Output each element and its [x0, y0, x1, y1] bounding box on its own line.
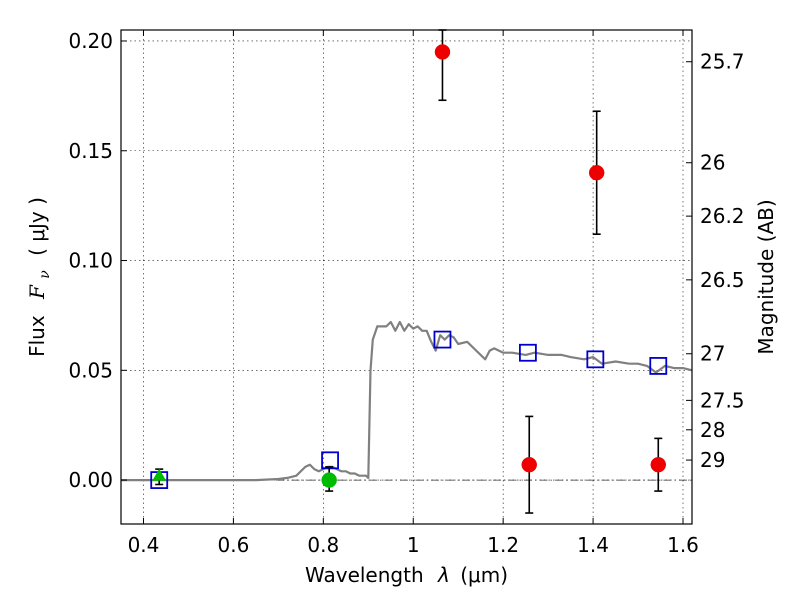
x-tick-label: 1	[407, 533, 420, 557]
x-tick-label: 0.6	[217, 533, 249, 557]
y-tick-label: 0.00	[68, 468, 113, 492]
y-tick-label: 0.05	[68, 358, 113, 382]
x-tick-label: 0.4	[128, 533, 160, 557]
plot-frame	[120, 29, 693, 525]
x-tick-label: 1.2	[487, 533, 519, 557]
photometry-point	[588, 164, 605, 181]
series-layer	[121, 29, 693, 514]
y2-tick-label: 29	[700, 448, 725, 472]
y2-tick-label: 26.5	[700, 268, 745, 292]
model-band-square	[649, 357, 668, 375]
photometry-point	[321, 472, 337, 488]
model-spectrum-line	[121, 320, 693, 482]
y-axis-title-subscript: ν	[37, 270, 53, 279]
y-axis-title: Flux F ν ( μJy )	[25, 197, 54, 357]
x-axis-title-symbol: λ	[437, 563, 450, 587]
grid-layer	[121, 30, 692, 524]
y-axis-title-prefix: Flux	[25, 315, 49, 357]
model-band-square	[433, 330, 452, 349]
y-tick-label: 0.10	[68, 249, 113, 273]
y2-tick-label: 26.2	[700, 204, 745, 228]
ticks-layer: 0.4 0.6 0.8 1 1.2 1.4 1.6 0.00 0.05 0.10 0.15 0.20 2…	[68, 29, 744, 557]
photometry-point	[434, 44, 451, 60]
y-axis-title-unit: ( μJy )	[25, 197, 49, 256]
x-axis-title-prefix: Wavelength	[305, 563, 424, 587]
model-band-square	[321, 451, 339, 470]
y2-axis-title: Magnitude (AB)	[754, 199, 778, 354]
x-axis-title: Wavelength λ (μm)	[305, 563, 508, 587]
y2-tick-label: 28	[700, 418, 725, 442]
x-tick-label: 1.4	[577, 533, 609, 557]
x-tick-label: 1.6	[667, 533, 699, 557]
photometry-point	[521, 456, 537, 473]
y2-tick-label: 27	[700, 342, 725, 366]
x-axis-title-unit: (μm)	[460, 563, 508, 587]
x-tick-label: 0.8	[307, 533, 339, 557]
y2-tick-label: 26	[700, 151, 725, 175]
photometry-point	[650, 456, 667, 473]
photometry-triangle	[152, 468, 167, 481]
y-tick-label: 0.20	[68, 29, 113, 53]
model-band-square	[586, 350, 605, 369]
y-tick-label: 0.15	[68, 139, 113, 163]
model-band-square	[518, 343, 537, 362]
y2-tick-label: 25.7	[700, 50, 745, 74]
y-axis-title-symbol: F	[25, 284, 49, 300]
y2-tick-label: 27.5	[700, 388, 745, 412]
